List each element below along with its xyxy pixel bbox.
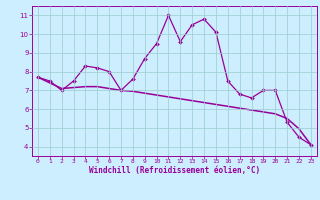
X-axis label: Windchill (Refroidissement éolien,°C): Windchill (Refroidissement éolien,°C) [89,166,260,175]
